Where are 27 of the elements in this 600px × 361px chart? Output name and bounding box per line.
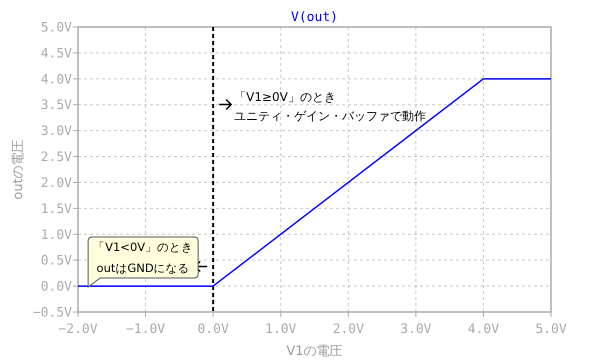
annotation: 「V1≥0V」のとき xyxy=(234,90,336,104)
y-tick-label: 4.0V xyxy=(40,72,72,88)
x-tick-label: −2.0V xyxy=(58,322,98,337)
x-axis-title: V1の電圧 xyxy=(286,344,343,359)
x-tick-label: 1.0V xyxy=(265,322,297,337)
x-tick-label: 4.0V xyxy=(468,322,500,337)
x-tick-label: −1.0V xyxy=(126,322,166,337)
y-tick-label: 1.0V xyxy=(40,228,72,243)
annotation: ユニティ・ゲイン・バッファで動作 xyxy=(234,109,426,123)
y-tick-label: 1.5V xyxy=(40,202,72,217)
x-tick-label: 0.0V xyxy=(197,322,229,337)
y-tick-label: 0.0V xyxy=(40,280,72,295)
y-tick-label: 3.0V xyxy=(40,124,72,140)
y-tick-label: −0.5V xyxy=(32,306,72,320)
x-tick-label: 3.0V xyxy=(400,322,432,337)
y-tick-label: 3.5V xyxy=(40,98,72,114)
annotation: outはGNDになる xyxy=(96,261,190,275)
y-tick-label: 5.0V xyxy=(40,20,72,36)
chart-title: V(out) xyxy=(291,10,338,25)
y-axis-title: outの電圧 xyxy=(11,139,26,200)
y-tick-label: 0.5V xyxy=(40,254,72,269)
y-tick-label: 2.0V xyxy=(40,176,72,191)
y-tick-label: 2.5V xyxy=(40,150,72,166)
x-tick-label: 5.0V xyxy=(535,322,567,337)
annotation: 「V1<0V」のとき xyxy=(93,240,194,254)
x-tick-label: 2.0V xyxy=(332,322,364,337)
y-tick-label: 4.5V xyxy=(40,46,72,62)
